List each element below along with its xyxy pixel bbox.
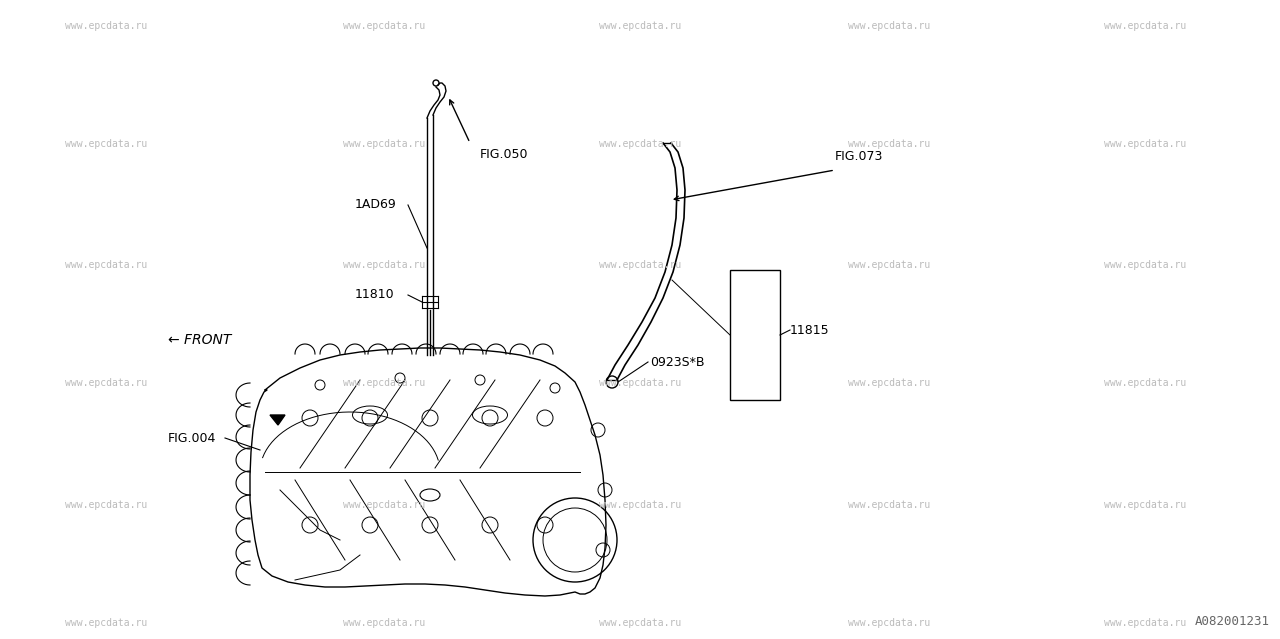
Text: www.epcdata.ru: www.epcdata.ru (343, 20, 425, 31)
Text: www.epcdata.ru: www.epcdata.ru (599, 260, 681, 270)
Text: www.epcdata.ru: www.epcdata.ru (343, 260, 425, 270)
Text: www.epcdata.ru: www.epcdata.ru (1105, 500, 1187, 510)
Text: www.epcdata.ru: www.epcdata.ru (599, 618, 681, 628)
Text: www.epcdata.ru: www.epcdata.ru (1105, 20, 1187, 31)
Text: www.epcdata.ru: www.epcdata.ru (599, 378, 681, 389)
Text: 11815: 11815 (790, 323, 829, 337)
Text: www.epcdata.ru: www.epcdata.ru (65, 378, 147, 389)
Text: 1AD69: 1AD69 (355, 199, 397, 212)
Text: www.epcdata.ru: www.epcdata.ru (849, 260, 931, 270)
Text: www.epcdata.ru: www.epcdata.ru (599, 20, 681, 31)
Text: FIG.050: FIG.050 (480, 148, 529, 162)
Text: 11810: 11810 (355, 288, 394, 302)
Text: www.epcdata.ru: www.epcdata.ru (849, 618, 931, 628)
Text: A082001231: A082001231 (1196, 615, 1270, 628)
Text: www.epcdata.ru: www.epcdata.ru (65, 20, 147, 31)
Text: www.epcdata.ru: www.epcdata.ru (849, 378, 931, 389)
Text: www.epcdata.ru: www.epcdata.ru (343, 378, 425, 389)
Text: www.epcdata.ru: www.epcdata.ru (849, 500, 931, 510)
Text: www.epcdata.ru: www.epcdata.ru (1105, 378, 1187, 389)
Bar (730, 270, 780, 400)
Text: www.epcdata.ru: www.epcdata.ru (1105, 139, 1187, 149)
Text: www.epcdata.ru: www.epcdata.ru (849, 20, 931, 31)
Text: FIG.073: FIG.073 (835, 151, 883, 164)
Text: www.epcdata.ru: www.epcdata.ru (65, 618, 147, 628)
Text: www.epcdata.ru: www.epcdata.ru (65, 139, 147, 149)
Text: www.epcdata.ru: www.epcdata.ru (1105, 618, 1187, 628)
Text: www.epcdata.ru: www.epcdata.ru (849, 139, 931, 149)
Text: www.epcdata.ru: www.epcdata.ru (65, 260, 147, 270)
Text: www.epcdata.ru: www.epcdata.ru (343, 500, 425, 510)
Text: www.epcdata.ru: www.epcdata.ru (599, 500, 681, 510)
Text: www.epcdata.ru: www.epcdata.ru (599, 139, 681, 149)
Text: www.epcdata.ru: www.epcdata.ru (343, 618, 425, 628)
Text: www.epcdata.ru: www.epcdata.ru (1105, 260, 1187, 270)
Text: ← FRONT: ← FRONT (168, 333, 232, 347)
Text: 0923S*B: 0923S*B (650, 355, 704, 369)
Text: www.epcdata.ru: www.epcdata.ru (343, 139, 425, 149)
Text: www.epcdata.ru: www.epcdata.ru (65, 500, 147, 510)
Text: FIG.004: FIG.004 (168, 431, 216, 445)
Polygon shape (270, 415, 285, 425)
